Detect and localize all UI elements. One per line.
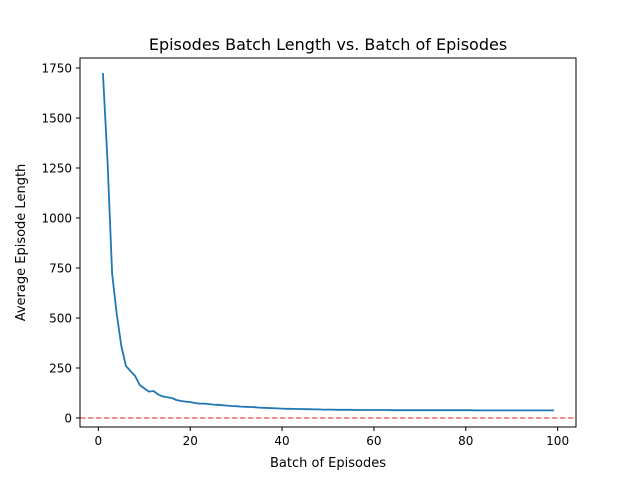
y-tick-label: 0 [64, 412, 72, 426]
y-tick-label: 1750 [41, 62, 72, 76]
y-axis: 0 250 500 750 1000 1250 1500 1750 [41, 62, 80, 426]
x-tick-label: 60 [366, 434, 381, 448]
x-tick-label: 0 [95, 434, 103, 448]
chart-title: Episodes Batch Length vs. Batch of Episo… [149, 35, 507, 54]
y-tick-label: 500 [49, 312, 72, 326]
y-tick-label: 750 [49, 262, 72, 276]
x-tick-label: 100 [546, 434, 569, 448]
y-tick-label: 1000 [41, 212, 72, 226]
y-tick-label: 1500 [41, 112, 72, 126]
x-tick-label: 40 [274, 434, 289, 448]
plot-frame [79, 57, 577, 428]
x-axis: 0 20 40 60 80 100 [95, 427, 569, 448]
plot-content [80, 73, 576, 419]
x-tick-label: 20 [183, 434, 198, 448]
y-tick-label: 1250 [41, 162, 72, 176]
y-axis-label: Average Episode Length [14, 164, 29, 322]
x-axis-label: Batch of Episodes [270, 456, 386, 471]
x-tick-label: 80 [458, 434, 473, 448]
y-tick-label: 250 [49, 362, 72, 376]
series-line-1 [102, 73, 554, 412]
